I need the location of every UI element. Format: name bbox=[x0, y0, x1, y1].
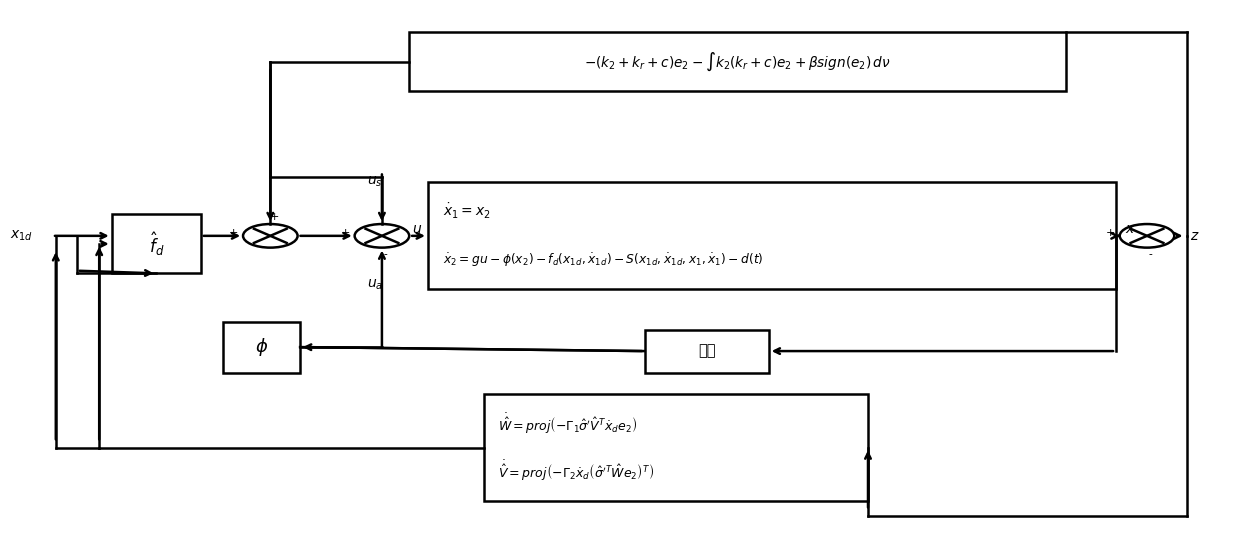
FancyBboxPatch shape bbox=[409, 32, 1066, 91]
Text: $\hat{f}_d$: $\hat{f}_d$ bbox=[149, 230, 164, 258]
Text: $\dot{\hat{W}} = proj\left(-\Gamma_1\hat{\sigma}'\hat{V}^T\dot{x}_d e_2\right)$: $\dot{\hat{W}} = proj\left(-\Gamma_1\hat… bbox=[498, 412, 637, 436]
Text: $-(k_2+k_r+c)e_2-\int k_2(k_r+c)e_2+\beta sign(e_2)\,d\nu$: $-(k_2+k_r+c)e_2-\int k_2(k_r+c)e_2+\bet… bbox=[584, 50, 892, 73]
FancyBboxPatch shape bbox=[645, 330, 769, 373]
Text: +: + bbox=[1105, 228, 1115, 237]
Text: $u_a$: $u_a$ bbox=[367, 278, 383, 292]
Text: $u$: $u$ bbox=[412, 222, 422, 236]
Text: $\dot{x}_2 = gu-\phi(x_2)-f_d(x_{1d},\dot{x}_{1d})-S(x_{1d},\dot{x}_{1d},x_1,\do: $\dot{x}_2 = gu-\phi(x_2)-f_d(x_{1d},\do… bbox=[443, 252, 763, 269]
Text: +: + bbox=[269, 212, 279, 222]
Text: $z$: $z$ bbox=[1190, 229, 1200, 243]
FancyBboxPatch shape bbox=[428, 182, 1116, 289]
Text: $\dot{\hat{V}} = proj\left(-\Gamma_2\dot{x}_d\left(\hat{\sigma}'^T\hat{W}e_2\rig: $\dot{\hat{V}} = proj\left(-\Gamma_2\dot… bbox=[498, 459, 655, 483]
Text: $x_{1d}$: $x_{1d}$ bbox=[10, 229, 33, 243]
FancyBboxPatch shape bbox=[223, 322, 300, 373]
Text: 微分: 微分 bbox=[698, 344, 715, 359]
Text: $x$: $x$ bbox=[1125, 222, 1136, 236]
Text: +: + bbox=[340, 228, 350, 237]
FancyBboxPatch shape bbox=[484, 394, 868, 501]
Text: -: - bbox=[383, 250, 388, 260]
Text: $\dot{x}_1 = x_2$: $\dot{x}_1 = x_2$ bbox=[443, 202, 491, 221]
FancyBboxPatch shape bbox=[112, 214, 201, 273]
Text: +: + bbox=[228, 228, 238, 237]
Text: $u_s$: $u_s$ bbox=[367, 175, 383, 189]
Text: -: - bbox=[1148, 250, 1153, 260]
Text: $\phi$: $\phi$ bbox=[255, 336, 268, 358]
